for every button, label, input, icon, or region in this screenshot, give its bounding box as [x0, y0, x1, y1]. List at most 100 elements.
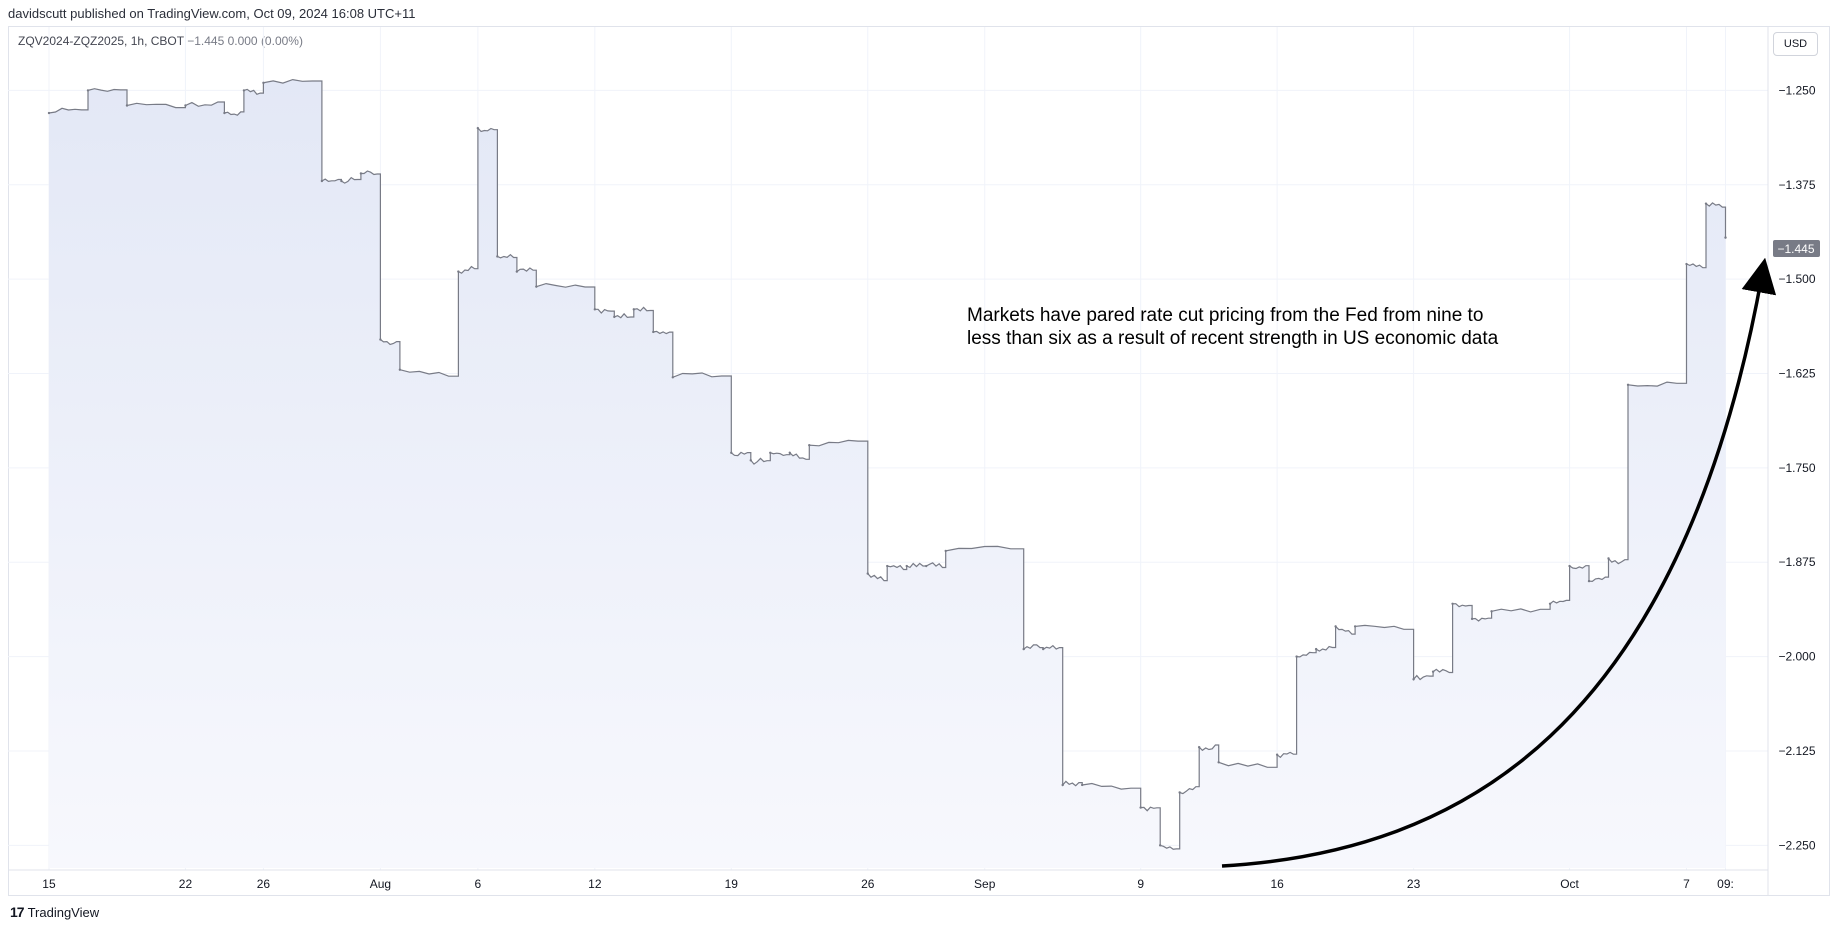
symbol-name[interactable]: ZQV2024-ZQZ2025, 1h, CBOT	[18, 34, 184, 48]
y-tick-label: −1.250	[1778, 83, 1815, 97]
last-price-label: −1.445	[1777, 242, 1814, 256]
data-point[interactable]	[1704, 202, 1708, 205]
y-tick-label: −1.875	[1778, 555, 1815, 569]
data-point[interactable]	[47, 111, 51, 115]
x-tick-label: 6	[475, 877, 482, 891]
data-point[interactable]	[1197, 746, 1201, 749]
data-point[interactable]	[808, 444, 811, 447]
data-point[interactable]	[1412, 678, 1415, 681]
symbol-legend: ZQV2024-ZQZ2025, 1h, CBOT −1.445 0.000 (…	[18, 34, 303, 48]
tradingview-logo-icon: 17	[10, 904, 25, 920]
data-point[interactable]	[1724, 236, 1727, 239]
x-tick-label: Oct	[1560, 877, 1579, 891]
data-point[interactable]	[1607, 557, 1610, 560]
chart-frame	[8, 26, 1830, 896]
data-point[interactable]	[632, 308, 636, 311]
data-point[interactable]	[1061, 783, 1064, 787]
data-point[interactable]	[1314, 647, 1318, 651]
data-point[interactable]	[262, 81, 265, 85]
data-point[interactable]	[1548, 602, 1552, 605]
y-tick-label: −1.500	[1778, 272, 1815, 286]
data-point[interactable]	[1217, 761, 1220, 764]
x-tick-label: 22	[179, 877, 193, 891]
data-point[interactable]	[1626, 383, 1630, 387]
y-tick-label: −1.375	[1778, 178, 1815, 192]
series-area-fill	[49, 79, 1726, 869]
data-point[interactable]	[1178, 791, 1181, 794]
data-point[interactable]	[379, 338, 382, 341]
annotation-line-1: Markets have pared rate cut pricing from…	[967, 305, 1483, 326]
data-point[interactable]	[749, 459, 752, 462]
data-point[interactable]	[1587, 579, 1591, 583]
x-tick-label: 19	[725, 877, 739, 891]
data-point[interactable]	[125, 104, 129, 107]
data-point[interactable]	[340, 179, 343, 183]
footer-brand-label: TradingView	[27, 904, 100, 920]
data-point[interactable]	[359, 172, 363, 175]
y-tick-label: −1.625	[1778, 367, 1815, 381]
data-point[interactable]	[223, 111, 226, 115]
y-tick-label: −2.250	[1778, 838, 1815, 852]
data-point[interactable]	[184, 104, 187, 107]
data-point[interactable]	[1451, 602, 1454, 605]
data-point[interactable]	[476, 126, 480, 130]
y-tick-label: −2.000	[1778, 650, 1815, 664]
annotation-arrow	[1221, 257, 1777, 868]
published-line: davidscutt published on TradingView.com,…	[8, 6, 416, 21]
data-point[interactable]	[535, 285, 538, 288]
data-point[interactable]	[1353, 625, 1357, 628]
x-tick-label: 7	[1683, 877, 1690, 891]
data-point[interactable]	[496, 255, 499, 258]
data-point[interactable]	[613, 315, 616, 319]
data-point[interactable]	[886, 564, 889, 568]
data-point[interactable]	[1022, 647, 1025, 651]
data-point[interactable]	[86, 89, 90, 92]
footer-brand[interactable]: 17 TradingView	[10, 904, 99, 920]
x-tick-label: 12	[588, 877, 602, 891]
x-tick-label: Sep	[974, 877, 996, 891]
data-point[interactable]	[1275, 753, 1279, 756]
y-axis-ticks: −1.250 −1.375 −1.500 −1.625 −1.750 −1.875 −2.0…	[1778, 83, 1815, 852]
data-point[interactable]	[1431, 670, 1435, 673]
data-point[interactable]	[769, 451, 772, 454]
last-price-tag: −1.445	[1773, 240, 1820, 257]
x-tick-label: 26	[257, 877, 271, 891]
data-point[interactable]	[593, 308, 597, 311]
data-point[interactable]	[1080, 783, 1084, 787]
y-tick-label: −1.750	[1778, 461, 1815, 475]
x-tick-label: 16	[1270, 877, 1284, 891]
data-point[interactable]	[1334, 625, 1337, 628]
data-point[interactable]	[1295, 655, 1298, 658]
data-point[interactable]	[1685, 262, 1688, 266]
data-point[interactable]	[515, 270, 519, 273]
x-tick-label: 9	[1137, 877, 1144, 891]
data-point[interactable]	[1042, 647, 1045, 651]
data-point[interactable]	[905, 564, 908, 568]
series-line[interactable]	[48, 78, 1727, 850]
x-tick-label: Aug	[370, 877, 391, 891]
data-point[interactable]	[1158, 844, 1162, 847]
symbol-values: −1.445 0.000 (0.00%)	[187, 34, 303, 48]
currency-button[interactable]: USD	[1773, 32, 1818, 56]
data-point[interactable]	[242, 89, 246, 92]
data-point[interactable]	[1139, 806, 1142, 809]
data-point[interactable]	[1568, 564, 1571, 568]
data-point[interactable]	[671, 376, 675, 379]
x-tick-label: 09:	[1717, 877, 1734, 891]
data-point[interactable]	[788, 451, 791, 454]
data-point[interactable]	[398, 368, 402, 371]
x-tick-label: 26	[861, 877, 875, 891]
x-axis-ticks: 15 22 26 Aug 6 12 19 26 Sep 9 16 23 Oct 7 09:	[42, 877, 1734, 891]
data-point[interactable]	[652, 330, 655, 334]
x-tick-label: 23	[1407, 877, 1421, 891]
y-tick-label: −2.125	[1778, 744, 1815, 758]
data-point[interactable]	[944, 549, 947, 553]
data-point[interactable]	[1470, 617, 1474, 621]
data-point[interactable]	[866, 572, 869, 575]
data-point[interactable]	[320, 179, 324, 183]
data-point[interactable]	[925, 564, 928, 568]
data-point[interactable]	[730, 451, 733, 454]
data-point[interactable]	[1490, 610, 1493, 613]
data-point[interactable]	[457, 270, 460, 273]
